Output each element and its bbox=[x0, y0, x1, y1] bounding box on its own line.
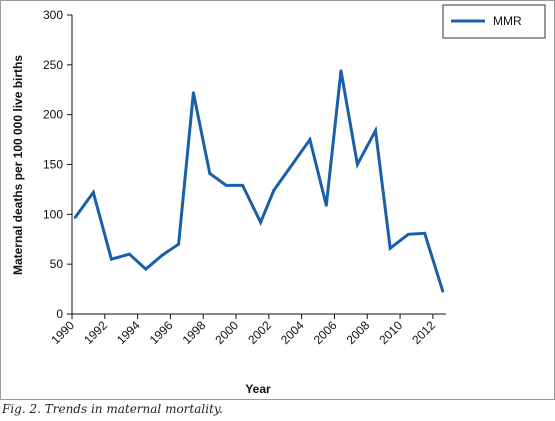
y-tick-label: 100 bbox=[43, 207, 63, 221]
data-point bbox=[144, 267, 148, 271]
y-axis: 0 50 100 150 200 250 300 bbox=[43, 8, 73, 321]
data-point bbox=[241, 184, 244, 187]
series-layer bbox=[73, 69, 445, 293]
x-tick-label: 1990 bbox=[48, 318, 77, 347]
data-point bbox=[177, 242, 181, 246]
y-tick-label: 300 bbox=[43, 8, 63, 22]
legend: MMR bbox=[442, 4, 546, 39]
x-tick-label: 2006 bbox=[311, 318, 340, 347]
x-tick-label: 2002 bbox=[245, 318, 274, 347]
data-point bbox=[324, 203, 328, 207]
data-point bbox=[423, 231, 427, 235]
x-tick-label: 2010 bbox=[376, 318, 405, 347]
x-axis: 1990 1992 1994 1996 1998 2000 2002 2004 2006 2008… bbox=[48, 313, 446, 347]
data-point bbox=[339, 69, 343, 73]
data-point bbox=[406, 232, 410, 236]
data-point bbox=[128, 252, 131, 256]
data-point bbox=[191, 91, 195, 95]
data-point bbox=[73, 215, 77, 219]
y-tick-label: 200 bbox=[43, 108, 63, 122]
data-point bbox=[160, 253, 164, 257]
x-tick-label: 2000 bbox=[212, 318, 241, 347]
x-tick-label: 2008 bbox=[344, 318, 373, 347]
data-point bbox=[388, 246, 392, 250]
figure-caption: Fig. 2. Trends in maternal mortality. bbox=[2, 402, 223, 416]
data-point bbox=[272, 189, 276, 192]
data-point bbox=[308, 138, 312, 141]
y-tick-label: 0 bbox=[56, 307, 63, 321]
y-tick-label: 250 bbox=[43, 58, 63, 72]
y-tick-label: 50 bbox=[50, 257, 64, 271]
x-tick-label: 1994 bbox=[114, 318, 143, 347]
x-tick-label: 1996 bbox=[147, 318, 176, 347]
data-point bbox=[91, 191, 95, 194]
data-point bbox=[109, 257, 113, 261]
data-point bbox=[356, 163, 359, 166]
x-tick-label: 1992 bbox=[81, 318, 110, 347]
data-point bbox=[374, 129, 377, 133]
x-tick-label: 1998 bbox=[180, 318, 209, 347]
data-point bbox=[441, 289, 445, 293]
y-axis-title: Maternal deaths per 100 000 live births bbox=[11, 55, 25, 275]
chart-frame bbox=[0, 0, 555, 400]
x-tick-label: 2004 bbox=[278, 318, 307, 347]
x-tick-label: 2012 bbox=[409, 318, 438, 347]
x-axis-title: Year bbox=[245, 382, 271, 396]
series-line-mmr bbox=[74, 70, 445, 292]
data-point bbox=[224, 184, 228, 187]
data-point bbox=[208, 172, 212, 175]
legend-label-mmr: MMR bbox=[493, 14, 522, 28]
y-tick-label: 150 bbox=[43, 158, 63, 172]
data-point bbox=[259, 220, 263, 224]
